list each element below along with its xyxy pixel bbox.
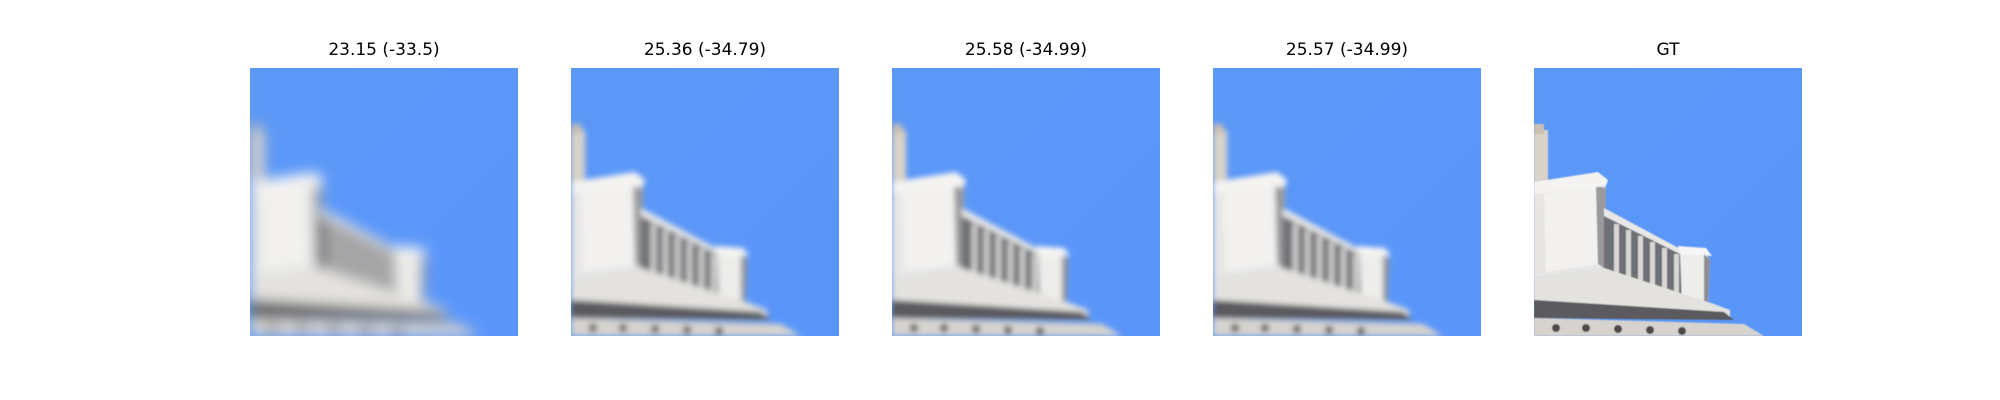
panel-3: 25.58 (-34.99) — [892, 0, 1160, 340]
panel-image — [571, 68, 839, 336]
panel-title: 23.15 (-33.5) — [328, 40, 440, 60]
panel-4: 25.57 (-34.99) — [1213, 0, 1481, 340]
panel-image — [1534, 68, 1802, 336]
panel-title: 25.36 (-34.79) — [643, 40, 767, 60]
panel-2: 25.36 (-34.79) — [571, 0, 839, 340]
panel-image — [250, 68, 518, 336]
panel-title: 25.57 (-34.99) — [1285, 40, 1409, 60]
panel-1: 23.15 (-33.5) — [250, 0, 518, 340]
panel-image — [1213, 68, 1481, 336]
building-crop-image — [892, 68, 1160, 336]
building-crop-image — [1534, 68, 1802, 336]
building-crop-image — [250, 68, 518, 336]
building-crop-image — [571, 68, 839, 336]
panel-5: GT — [1534, 0, 1802, 340]
panel-image — [892, 68, 1160, 336]
panel-title: GT — [1656, 40, 1680, 60]
building-crop-image — [1213, 68, 1481, 336]
panel-title: 25.58 (-34.99) — [964, 40, 1088, 60]
